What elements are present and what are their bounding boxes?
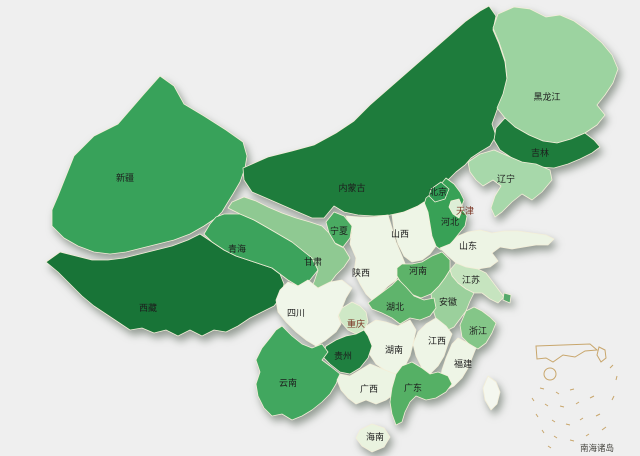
label-jiangsu: 江苏: [462, 274, 480, 286]
country-shape: [45, 5, 619, 453]
label-gansu: 甘肃: [304, 256, 322, 268]
label-chongqing: 重庆: [347, 318, 365, 330]
province-shanghai[interactable]: [502, 292, 512, 304]
inset-coastline: [535, 343, 599, 363]
province-tianjin[interactable]: [448, 198, 464, 219]
label-henan: 河南: [409, 265, 427, 277]
province-sichuan[interactable]: [275, 279, 353, 347]
label-qinghai: 青海: [228, 243, 246, 255]
label-yunnan: 云南: [279, 377, 297, 389]
label-guangdong: 广东: [404, 382, 422, 394]
label-hebei: 河北: [441, 216, 459, 228]
label-zhejiang: 浙江: [469, 325, 487, 337]
label-ningxia: 宁夏: [330, 225, 348, 237]
label-shanxi: 山西: [391, 229, 409, 240]
province-beijing[interactable]: [428, 181, 450, 203]
label-xizang: 西藏: [139, 302, 157, 314]
label-fujian: 福建: [454, 358, 472, 370]
inset-hainan-island: [543, 367, 557, 381]
province-hainan[interactable]: [355, 423, 391, 453]
label-tianjin: 天津: [456, 206, 474, 217]
province-jiangxi[interactable]: [412, 317, 453, 375]
label-jiangxi: 江西: [428, 336, 446, 347]
label-jilin: 吉林: [531, 147, 549, 159]
province-yunnan[interactable]: [255, 325, 341, 421]
label-hainan: 海南: [366, 431, 384, 443]
province-zhejiang[interactable]: [459, 306, 497, 350]
province-heilongjiang[interactable]: [492, 6, 619, 144]
label-neimenggu: 内蒙古: [338, 182, 365, 194]
label-liaoning: 辽宁: [497, 173, 515, 185]
inset-taiwan-island: [596, 346, 607, 363]
label-heilongjiang: 黑龙江: [533, 91, 560, 103]
label-sichuan: 四川: [287, 309, 305, 319]
label-xinjiang: 新疆: [116, 172, 134, 184]
inset-label: 南海诸岛: [580, 443, 614, 454]
province-guangdong[interactable]: [389, 361, 453, 426]
label-hunan: 湖南: [385, 344, 403, 356]
province-shanxi[interactable]: [391, 201, 437, 263]
province-xinjiang[interactable]: [51, 75, 248, 255]
province-guizhou[interactable]: [321, 329, 373, 375]
label-hubei: 湖北: [386, 302, 404, 313]
south-china-sea-inset: 南海诸岛: [531, 343, 618, 454]
label-beijing: 北京: [429, 186, 447, 198]
province-liaoning[interactable]: [467, 149, 553, 218]
label-guangxi: 广西: [360, 383, 378, 395]
province-ningxia[interactable]: [325, 211, 353, 248]
inset-islands-dashes: [531, 364, 618, 449]
label-shaanxi: 陕西: [352, 267, 370, 279]
province-taiwan[interactable]: [482, 375, 501, 411]
province-shaanxi[interactable]: [345, 214, 407, 301]
province-fujian[interactable]: [439, 337, 477, 391]
label-shandong: 山东: [459, 240, 477, 252]
label-guizhou: 贵州: [334, 350, 352, 362]
province-labels: 新疆 西藏 青海 甘肃 内蒙古 黑龙江 吉林 辽宁 河北 北京 天津 山西 陕西…: [116, 91, 561, 443]
province-hubei[interactable]: [367, 278, 437, 325]
label-anhui: 安徽: [439, 296, 457, 308]
province-jilin[interactable]: [493, 117, 601, 169]
province-anhui[interactable]: [430, 269, 475, 332]
